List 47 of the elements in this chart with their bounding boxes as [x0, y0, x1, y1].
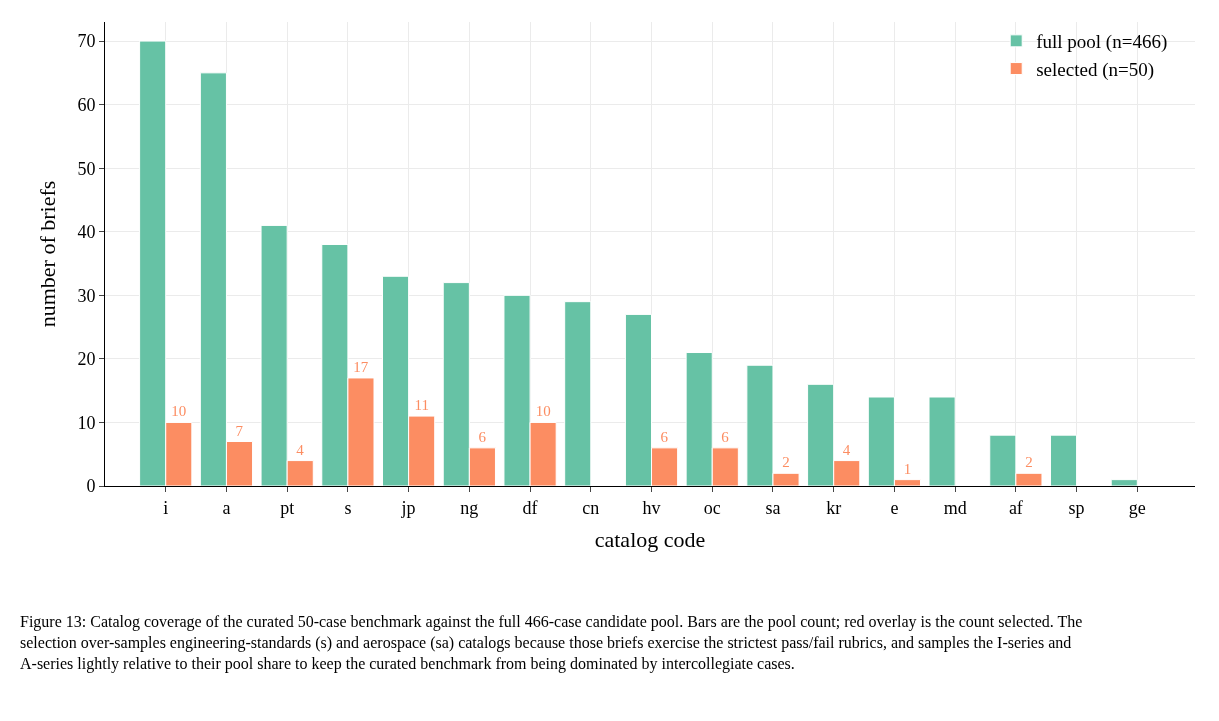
y-tick-label: 40: [77, 222, 96, 243]
y-tick-label: 70: [77, 31, 96, 52]
data-label: 1: [903, 460, 912, 477]
x-tick-label: cn: [582, 497, 600, 518]
x-tick-label: sa: [765, 497, 781, 518]
x-tick-label: a: [222, 497, 231, 518]
y-tick-label: 60: [77, 94, 96, 115]
x-tick-label: df: [522, 497, 538, 518]
x-tick-label: e: [890, 497, 899, 518]
data-label: 11: [414, 397, 429, 414]
data-label: 6: [660, 428, 669, 445]
data-label: 2: [1025, 454, 1033, 471]
y-tick-label: 50: [77, 158, 96, 179]
data-label: 7: [235, 422, 244, 439]
data-label: 17: [353, 358, 369, 375]
bar: [1049, 434, 1078, 486]
data-label: 6: [478, 428, 487, 445]
x-tick-label: ge: [1128, 497, 1146, 518]
bar: [1110, 479, 1138, 486]
x-axis-title: catalog code: [594, 527, 706, 553]
y-axis-title: number of briefs: [35, 180, 61, 328]
x-tick-label: s: [344, 497, 352, 518]
data-label: 4: [296, 441, 305, 458]
x-tick-label: pt: [280, 497, 295, 518]
x-tick-label: i: [163, 497, 169, 518]
y-tick-label: 0: [86, 476, 96, 497]
x-tick-label: kr: [826, 497, 842, 518]
bar: [564, 301, 592, 486]
x-tick-label: ng: [460, 497, 479, 518]
y-tick-label: 20: [77, 349, 96, 370]
legend-label: selected (n=50): [1036, 58, 1155, 81]
x-tick-label: af: [1008, 497, 1023, 518]
data-label: 10: [535, 403, 551, 420]
x-tick-label: sp: [1068, 497, 1085, 518]
caption: Figure 13: Catalog coverage of the curated 50-case benchmark against the full 466-case candidate pool. Bars are the pool count; red overlay is the count selected. The selection over-samples engineering-standards (s) and aerospace (sa) catalogs because those briefs exercise the strictest pass/fail rubrics, and samples the I-series and A-series lightly relative to their pool share to keep the curated benchmark from being dominated by intercollegiate cases.: [20, 613, 1083, 673]
data-label: 4: [842, 441, 851, 458]
y-tick-label: 30: [77, 285, 96, 306]
y-tick-label: 10: [77, 412, 96, 433]
data-label: 2: [782, 454, 790, 471]
legend-label: full pool (n=466): [1036, 31, 1168, 54]
bar: [928, 396, 956, 486]
x-tick-label: oc: [703, 497, 721, 518]
data-label: 10: [171, 403, 187, 420]
data-label: 6: [721, 428, 730, 445]
x-tick-label: jp: [400, 497, 416, 518]
x-tick-label: md: [943, 497, 967, 518]
x-tick-label: hv: [642, 497, 661, 518]
